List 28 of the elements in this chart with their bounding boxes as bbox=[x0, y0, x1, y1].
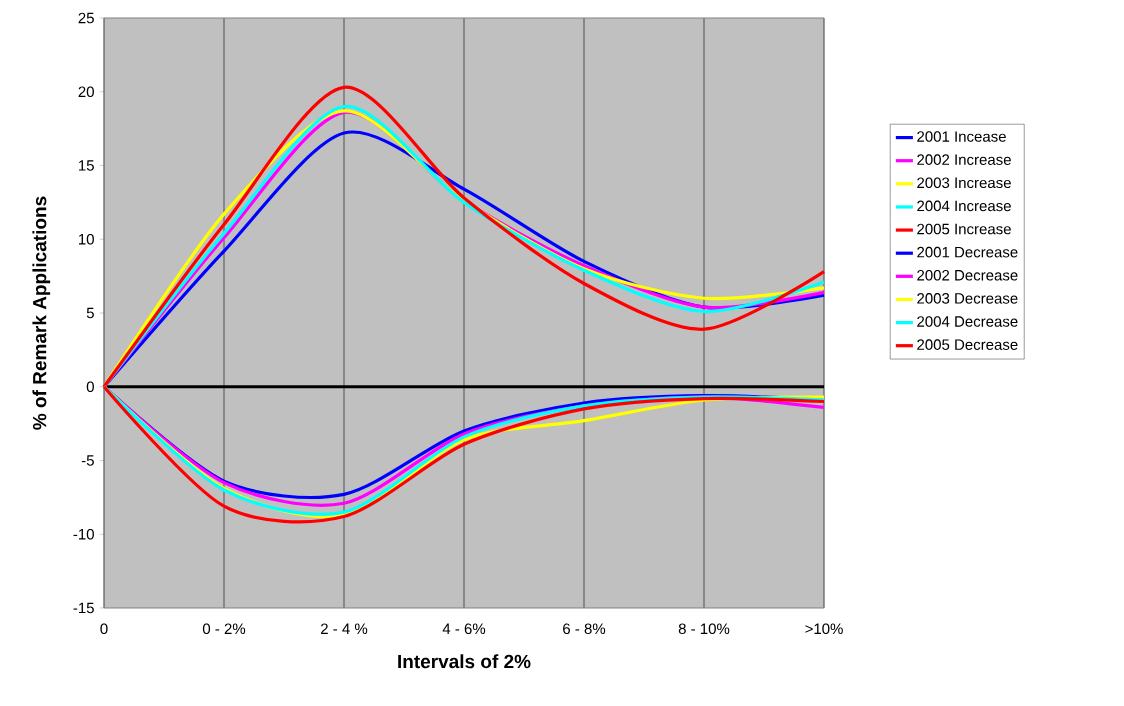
x-tick-label: 6 - 8% bbox=[563, 623, 606, 635]
y-tick-label: -10 bbox=[73, 528, 94, 540]
legend-label: 2004 Increase bbox=[917, 200, 1011, 212]
y-tick-label: 15 bbox=[79, 160, 94, 171]
y-axis-title: % of Remark Applications bbox=[32, 196, 51, 430]
x-tick-label: >10% bbox=[805, 623, 843, 635]
legend-label: 2003 Increase bbox=[917, 177, 1011, 189]
x-tick-label: 0 - 2% bbox=[202, 623, 246, 635]
y-tick-label: 10 bbox=[79, 233, 94, 245]
y-tick-label: 5 bbox=[86, 307, 94, 319]
x-tick-label: 2 - 4 % bbox=[321, 623, 368, 635]
legend-label: 2002 Increase bbox=[917, 154, 1011, 165]
legend-label: 2004 Decrease bbox=[917, 316, 1018, 327]
y-tick-label: -5 bbox=[81, 455, 94, 466]
y-tick-label: 0 bbox=[86, 381, 94, 393]
legend-label: 2003 Decrease bbox=[917, 293, 1018, 304]
legend-label: 2001 Incease bbox=[917, 131, 1006, 142]
y-tick-label: 20 bbox=[78, 86, 94, 98]
y-tick-label: 25 bbox=[78, 12, 94, 24]
legend-label: 2001 Decrease bbox=[917, 246, 1018, 258]
x-tick-label: 4 - 6% bbox=[442, 623, 486, 635]
x-tick-label: 0 bbox=[100, 623, 108, 635]
legend-label: 2002 Decrease bbox=[917, 269, 1018, 281]
x-tick-label: 8 - 10% bbox=[678, 623, 730, 635]
legend-label: 2005 Increase bbox=[917, 223, 1011, 235]
x-axis-title: Intervals of 2% bbox=[398, 654, 531, 669]
y-tick-label: -15 bbox=[73, 602, 94, 614]
legend-label: 2005 Decrease bbox=[917, 339, 1018, 350]
